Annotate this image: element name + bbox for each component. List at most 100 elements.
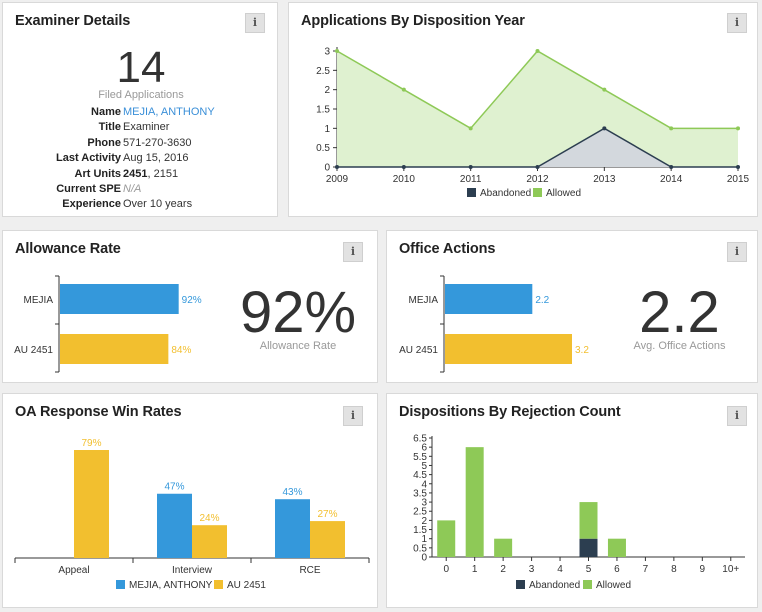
- rejection-count-chart: 00.511.522.533.544.555.566.50 1 2 3 4 5 6 7 8 9 10…: [413, 434, 745, 591]
- legend-allowed-swatch: [583, 580, 592, 589]
- y-tick-label: 0: [421, 553, 427, 564]
- x-tick-label: 2: [500, 564, 506, 575]
- x-tick-label: 2012: [526, 174, 549, 185]
- office-actions-label: Avg. Office Actions: [633, 340, 726, 352]
- category-label: Interview: [172, 565, 213, 576]
- x-tick-label: 6: [614, 564, 620, 575]
- allowance-rate-title: Allowance Rate: [15, 241, 121, 257]
- data-label: 92%: [182, 295, 202, 306]
- examiner-field-value[interactable]: MEJIA, ANTHONY: [123, 106, 215, 118]
- y-tick-label: 4.5: [413, 470, 427, 481]
- x-tick-label: 2009: [326, 174, 349, 185]
- examiner-field-row: Current SPE N/A: [3, 183, 289, 198]
- allowed-bar: [579, 502, 598, 539]
- allowed-point: [602, 87, 607, 92]
- examiner-info-button[interactable]: i: [245, 13, 265, 33]
- y-tick-label: 5.5: [413, 452, 427, 463]
- allowed-point: [736, 126, 740, 131]
- art-unit-secondary: , 2151: [147, 167, 179, 180]
- y-tick-label: 1: [421, 534, 427, 545]
- abandoned-bar: [579, 538, 598, 557]
- abandoned-point: [401, 165, 406, 169]
- x-tick-label: 7: [643, 564, 649, 575]
- oa-win-rates-title: OA Response Win Rates: [15, 404, 182, 420]
- allowed-bar: [494, 538, 513, 557]
- legend-abandoned-label: Abandoned: [480, 188, 531, 199]
- examiner-field-value: Examiner: [123, 121, 170, 134]
- y-tick-label: 2.5: [316, 66, 330, 77]
- abandoned-point: [335, 165, 339, 169]
- allowed-area: [337, 51, 738, 167]
- x-tick-label: 9: [700, 564, 706, 575]
- y-tick-label: 4: [421, 479, 427, 490]
- rejection-count-title: Dispositions By Rejection Count: [399, 404, 621, 420]
- examiner-field-row: Art Units 2451, 2151: [3, 168, 289, 183]
- examiner-field-key: Title: [98, 121, 121, 134]
- data-label: 43%: [282, 487, 302, 498]
- data-label: 27%: [317, 509, 337, 520]
- office-actions-value: 2.2: [639, 280, 720, 345]
- category-label: Appeal: [58, 565, 89, 576]
- legend-allowed-swatch: [533, 188, 542, 197]
- examiner-field-row: Last Activity Aug 15, 2016: [3, 152, 289, 167]
- filed-applications-count: 14: [116, 43, 166, 92]
- y-tick-label: 5: [421, 461, 427, 472]
- y-tick-label: 3.5: [413, 488, 427, 499]
- x-tick-label: 2010: [393, 174, 416, 185]
- legend-allowed-label: Allowed: [596, 580, 631, 591]
- y-tick-label: 6: [421, 443, 427, 454]
- office-actions-title: Office Actions: [399, 241, 496, 257]
- oa-win-info-button[interactable]: i: [343, 406, 363, 426]
- bar: [192, 525, 227, 558]
- category-label: AU 2451: [14, 345, 53, 356]
- legend-abandoned-swatch: [467, 188, 476, 197]
- abandoned-point: [736, 165, 740, 169]
- x-tick-label: 8: [671, 564, 677, 575]
- disposition-year-chart: 0 0.5 1 1.5 2 2.5 3 2009 2010 2011 2012 2013 2014 201…: [316, 47, 750, 200]
- legend-au-swatch: [214, 580, 223, 589]
- allowance-info-button[interactable]: i: [343, 242, 363, 262]
- x-tick-label: 2014: [660, 174, 683, 185]
- examiner-field-value: 571-270-3630: [123, 136, 192, 149]
- examiner-field-key: Last Activity: [55, 152, 121, 165]
- allowed-bar: [437, 520, 456, 557]
- y-tick-label: 0: [324, 163, 330, 174]
- y-tick-label: 1.5: [316, 105, 330, 116]
- allowance-rate-label: Allowance Rate: [259, 340, 337, 352]
- data-label: 47%: [164, 482, 184, 493]
- y-tick-label: 2: [421, 516, 427, 527]
- legend-au-label: AU 2451: [227, 580, 266, 591]
- rejection-count-card: Dispositions By Rejection Count i 0 0.5 1 1…: [386, 393, 758, 608]
- x-tick-label: 5: [586, 564, 592, 575]
- allowed-point: [468, 126, 473, 131]
- examiner-field-row: Experience Over 10 years: [3, 198, 289, 213]
- oa-win-rates-card: OA Response Win Rates i 79% Appeal 47% 24% I…: [2, 393, 378, 608]
- allowed-point: [401, 87, 406, 92]
- bar-1: [60, 334, 169, 364]
- category-label: MEJIA: [409, 295, 439, 306]
- disposition-year-info-button[interactable]: i: [727, 13, 747, 33]
- y-tick-label: 3: [421, 498, 427, 509]
- allowance-rate-value: 92%: [239, 280, 357, 345]
- examiner-field-key: Phone: [87, 136, 121, 149]
- examiner-field-row: Phone 571-270-3630: [3, 137, 289, 152]
- allowed-point: [669, 126, 674, 131]
- examiner-field-key: Experience: [62, 198, 121, 211]
- y-tick-label: 0.5: [413, 543, 427, 554]
- category-label: AU 2451: [399, 345, 438, 356]
- y-tick-label: 6.5: [413, 434, 427, 445]
- allowed-bar: [607, 538, 626, 557]
- oa-win-rates-chart: 79% Appeal 47% 24% Interview 43% 27% RCE MEJIA, …: [14, 438, 370, 591]
- x-tick-label: 2015: [727, 174, 750, 185]
- data-label: 79%: [81, 438, 101, 449]
- data-label: 3.2: [575, 345, 589, 356]
- office-actions-chart: MEJIA 2.2 AU 2451 3.2: [399, 275, 589, 373]
- office-actions-card: Office Actions i MEJIA 2.2 AU 2451 3.2 2.2 …: [386, 230, 758, 383]
- rejection-info-button[interactable]: i: [727, 406, 747, 426]
- allowed-bar: [465, 447, 484, 557]
- bar: [157, 493, 192, 558]
- abandoned-point: [535, 165, 540, 169]
- x-tick-label: 3: [529, 564, 535, 575]
- office-actions-info-button[interactable]: i: [727, 242, 747, 262]
- y-tick-label: 1: [324, 124, 330, 135]
